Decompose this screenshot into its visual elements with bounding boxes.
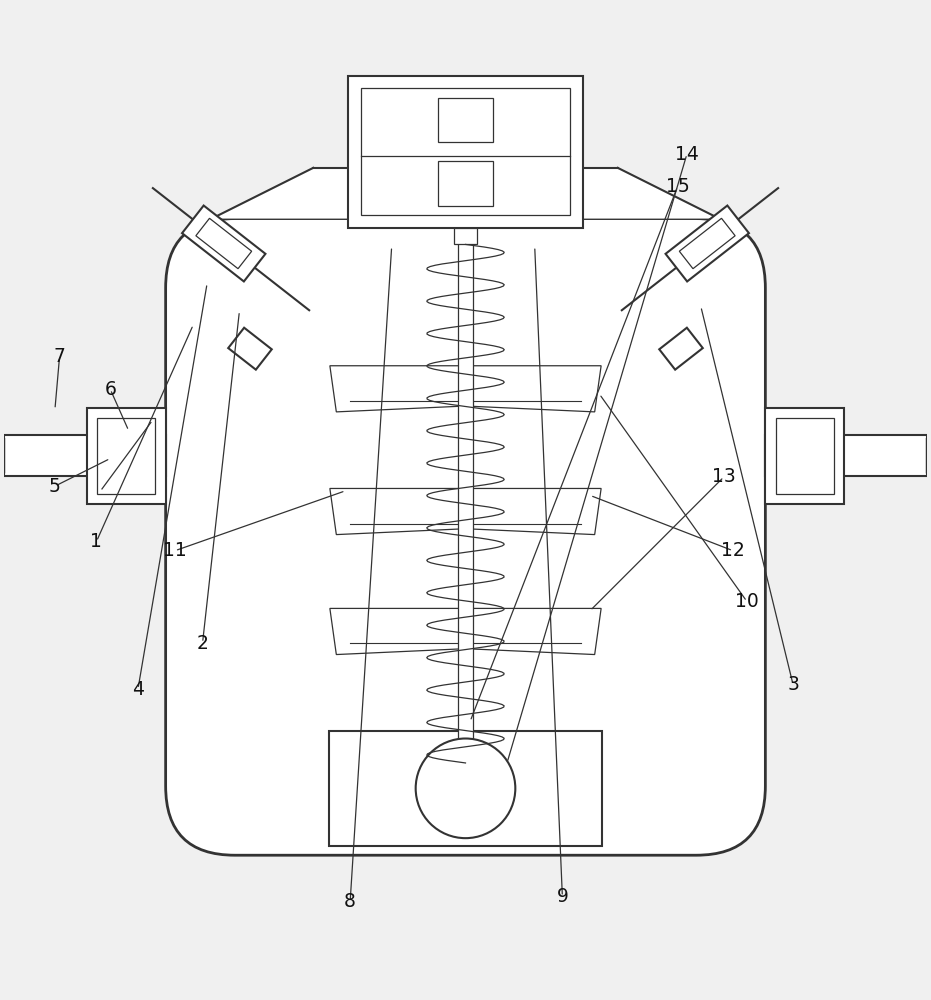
Polygon shape bbox=[211, 168, 720, 219]
Text: 12: 12 bbox=[722, 541, 745, 560]
Text: 7: 7 bbox=[54, 347, 65, 366]
Circle shape bbox=[415, 739, 516, 838]
Bar bbox=[765, 435, 927, 476]
Text: 11: 11 bbox=[163, 541, 187, 560]
Bar bbox=[765, 408, 843, 504]
Bar bbox=[438, 98, 493, 142]
Bar bbox=[196, 218, 251, 269]
Text: 4: 4 bbox=[132, 680, 144, 699]
Text: 15: 15 bbox=[666, 177, 690, 196]
Text: 14: 14 bbox=[675, 144, 699, 163]
Text: 5: 5 bbox=[49, 477, 61, 496]
Text: 3: 3 bbox=[787, 675, 799, 694]
Bar bbox=[458, 228, 473, 763]
Bar bbox=[666, 206, 749, 281]
Text: 8: 8 bbox=[344, 892, 356, 911]
Text: 2: 2 bbox=[196, 634, 209, 653]
Text: 13: 13 bbox=[712, 467, 735, 486]
Bar bbox=[4, 435, 166, 476]
Text: 10: 10 bbox=[735, 592, 759, 611]
Bar bbox=[438, 161, 493, 206]
Text: 1: 1 bbox=[90, 532, 102, 551]
Bar bbox=[680, 218, 735, 269]
Bar bbox=[776, 418, 833, 494]
Polygon shape bbox=[927, 425, 931, 486]
Polygon shape bbox=[330, 366, 601, 412]
Bar bbox=[98, 418, 155, 494]
Bar bbox=[361, 88, 570, 215]
Bar bbox=[228, 328, 272, 370]
Bar bbox=[454, 228, 477, 244]
Bar bbox=[88, 408, 166, 504]
Text: 9: 9 bbox=[557, 887, 568, 906]
Bar bbox=[659, 328, 703, 370]
FancyBboxPatch shape bbox=[166, 219, 765, 855]
Polygon shape bbox=[330, 488, 601, 535]
Bar bbox=[329, 731, 602, 846]
Bar bbox=[182, 206, 265, 281]
Polygon shape bbox=[0, 425, 4, 486]
Polygon shape bbox=[330, 608, 601, 655]
Bar bbox=[348, 76, 583, 228]
Text: 6: 6 bbox=[104, 380, 116, 399]
